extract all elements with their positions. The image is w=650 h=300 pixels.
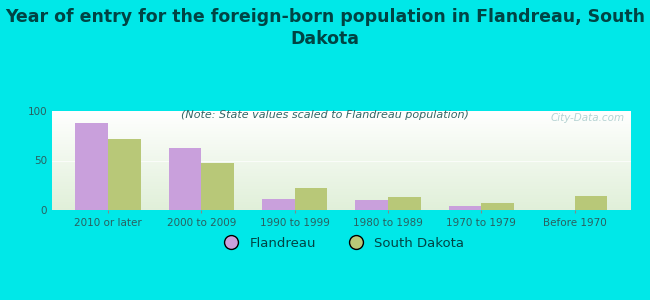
Bar xyxy=(202,164,234,210)
Bar xyxy=(388,197,421,210)
Bar xyxy=(108,139,140,210)
Text: (Note: State values scaled to Flandreau population): (Note: State values scaled to Flandreau … xyxy=(181,110,469,119)
Bar xyxy=(168,148,202,210)
Text: Year of entry for the foreign-born population in Flandreau, South
Dakota: Year of entry for the foreign-born popul… xyxy=(5,8,645,48)
Bar xyxy=(575,196,607,210)
Bar xyxy=(294,188,327,210)
Bar xyxy=(262,199,294,210)
Bar xyxy=(75,123,108,210)
Bar xyxy=(356,200,388,210)
Legend: Flandreau, South Dakota: Flandreau, South Dakota xyxy=(213,231,470,255)
Bar xyxy=(448,206,481,210)
Bar xyxy=(481,203,514,210)
Text: City-Data.com: City-Data.com xyxy=(551,113,625,123)
